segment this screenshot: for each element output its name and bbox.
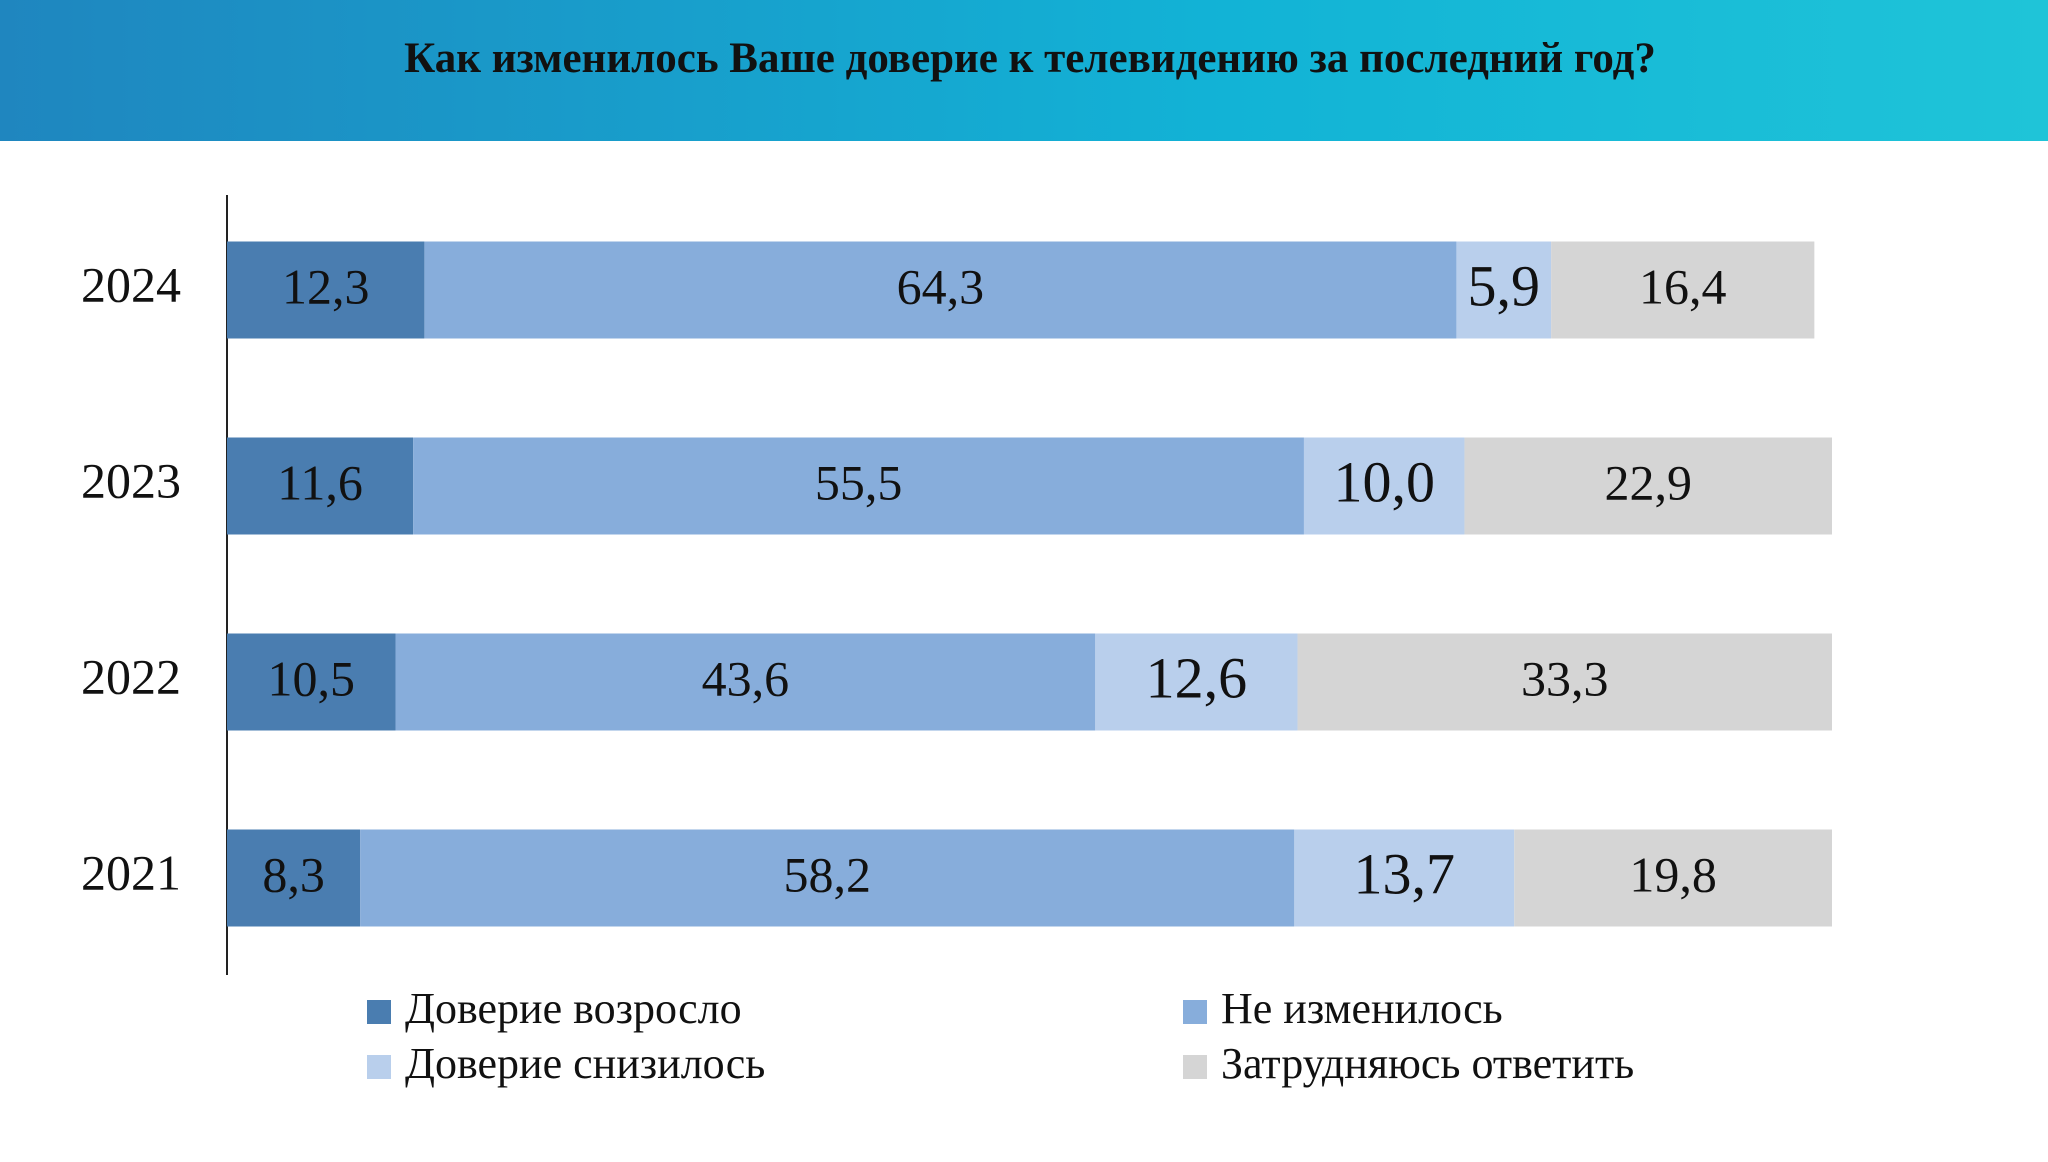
value-label: 12,6 (1146, 645, 1248, 710)
value-label: 8,3 (262, 846, 325, 902)
legend-swatch (1183, 1055, 1207, 1079)
value-label: 43,6 (702, 650, 790, 706)
bar-segment (413, 437, 1304, 535)
bar-segment (1551, 241, 1815, 339)
value-label: 19,8 (1629, 846, 1717, 902)
y-tick-label: 2024 (81, 256, 181, 312)
chart-title: Как изменилось Ваше доверие к телевидени… (404, 35, 1656, 82)
value-label: 10,5 (268, 650, 356, 706)
value-label: 10,0 (1333, 449, 1435, 514)
value-label: 16,4 (1639, 258, 1727, 314)
legend-label: Затрудняюсь ответить (1221, 1039, 1634, 1088)
bar-segment (424, 241, 1457, 339)
legend-swatch (1183, 1000, 1207, 1024)
value-label: 58,2 (784, 846, 872, 902)
bar-segment (1464, 437, 1832, 535)
value-label: 55,5 (815, 454, 903, 510)
y-tick-label: 2021 (81, 844, 181, 900)
header-band (0, 0, 2048, 141)
legend-label: Доверие возросло (405, 984, 742, 1033)
legend-swatch (367, 1000, 391, 1024)
value-label: 5,9 (1468, 253, 1541, 318)
legend-swatch (367, 1055, 391, 1079)
value-label: 22,9 (1604, 454, 1692, 510)
bar-segment (1095, 633, 1298, 731)
bar-segment (1297, 633, 1832, 731)
y-tick-label: 2022 (81, 648, 181, 704)
bar-segment (395, 633, 1096, 731)
legend-label: Доверие снизилось (405, 1039, 765, 1088)
bar-segment (227, 437, 414, 535)
bar-segment (1456, 241, 1552, 339)
value-label: 33,3 (1521, 650, 1609, 706)
value-label: 64,3 (897, 258, 985, 314)
legend-label: Не изменилось (1221, 984, 1503, 1033)
value-label: 12,3 (282, 258, 370, 314)
value-label: 13,7 (1354, 841, 1456, 906)
value-label: 11,6 (277, 454, 363, 510)
bar-segment (227, 829, 361, 927)
bar-segment (1294, 829, 1515, 927)
bar-segment (227, 241, 425, 339)
y-tick-label: 2023 (81, 452, 181, 508)
bar-segment (360, 829, 1295, 927)
bar-segment (227, 633, 396, 731)
bar-segment (1303, 437, 1465, 535)
bar-segment (1514, 829, 1832, 927)
